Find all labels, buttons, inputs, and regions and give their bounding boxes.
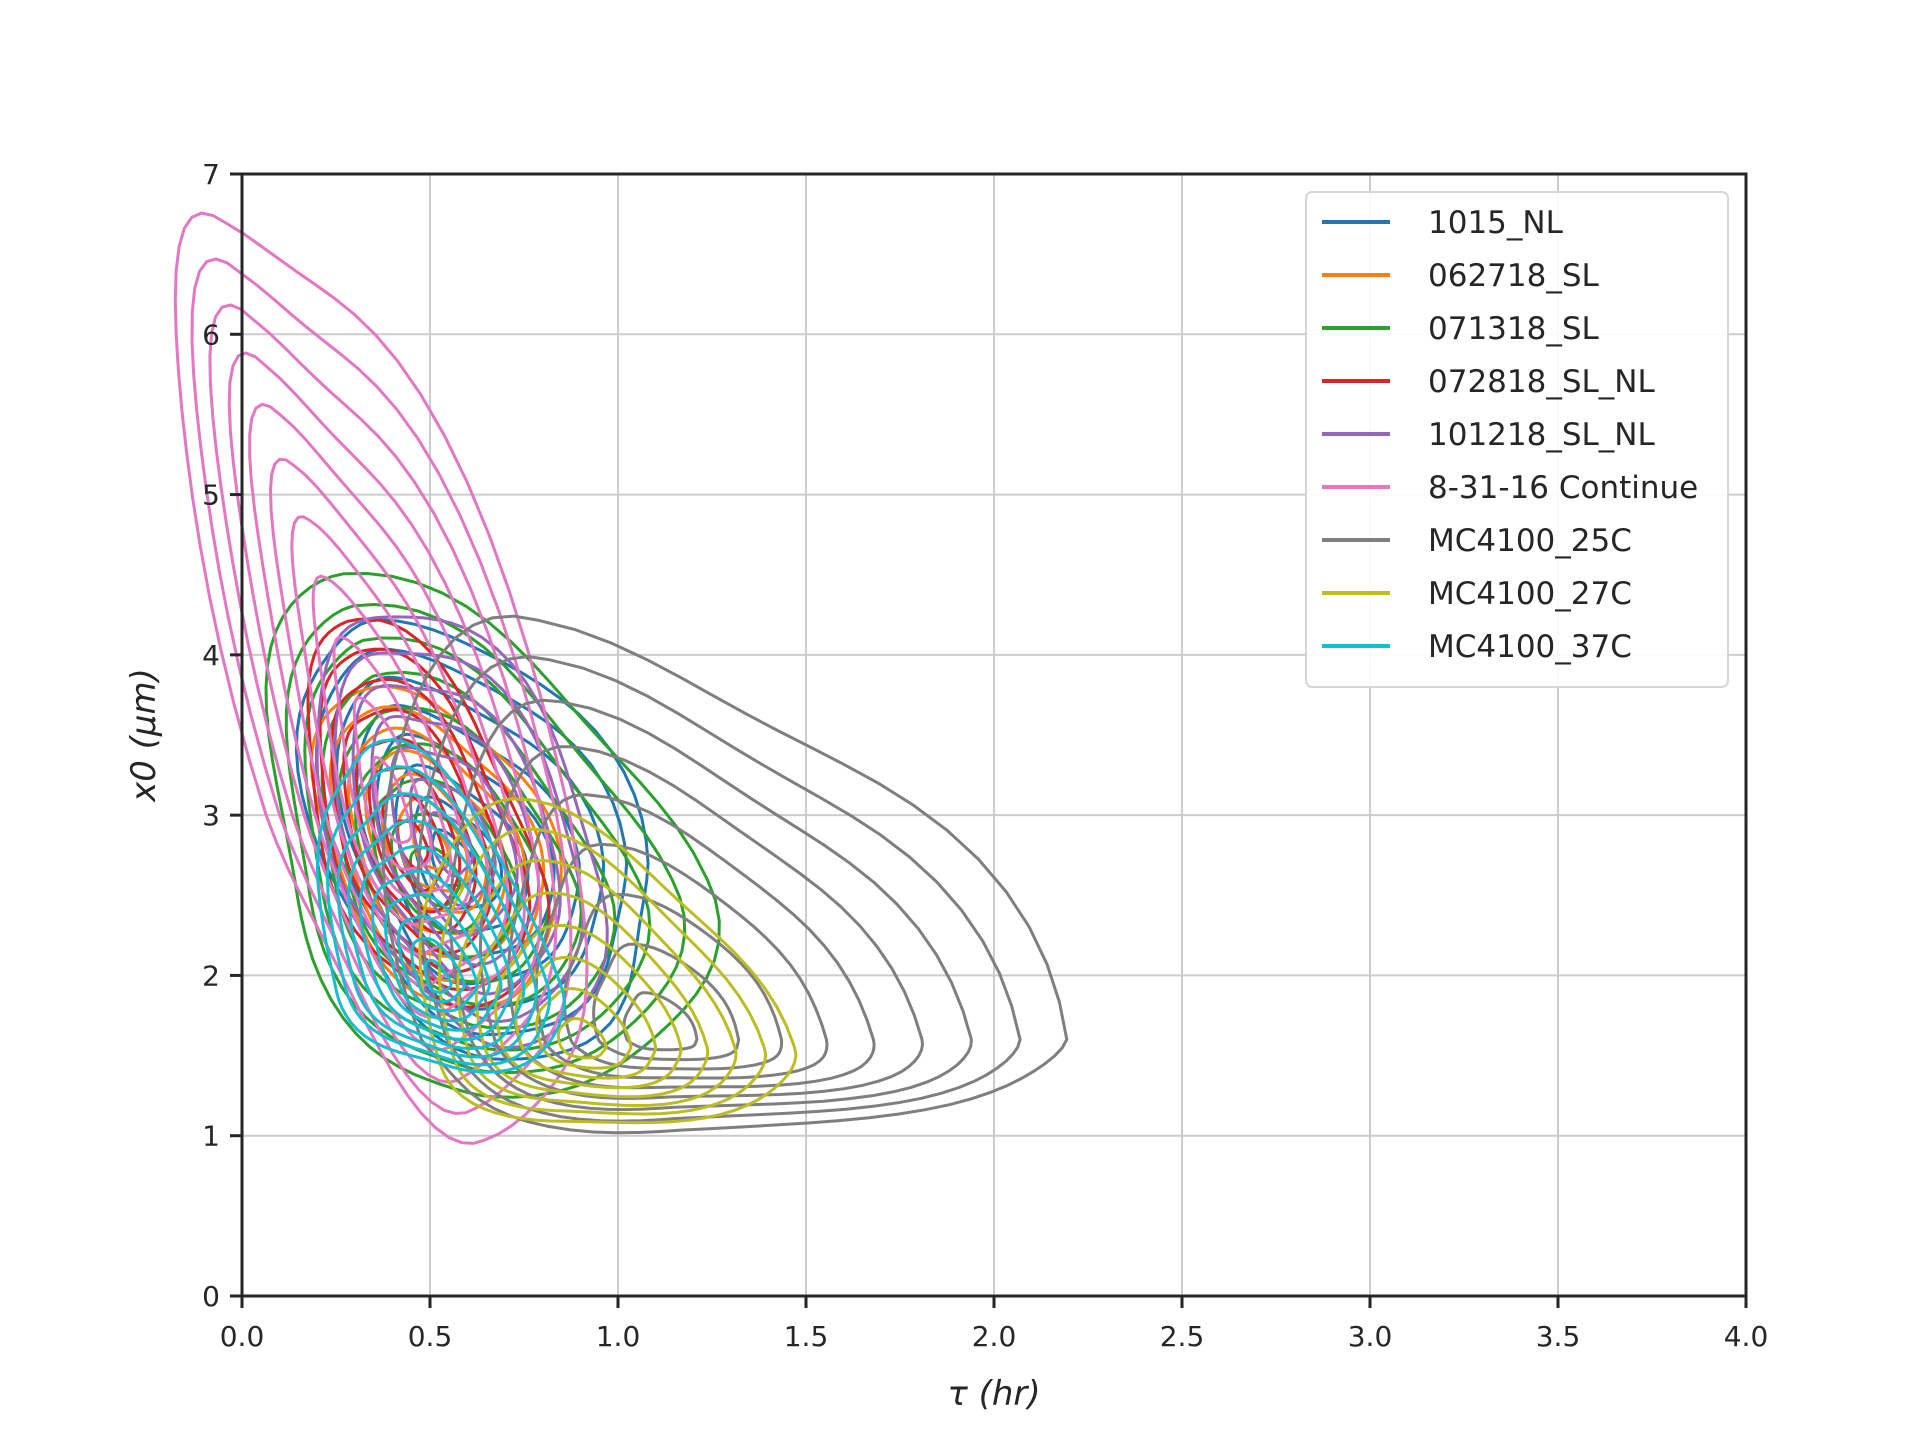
contour-level [347, 819, 526, 1051]
contour-level [514, 955, 658, 1080]
legend-label: 1015_NL [1428, 205, 1564, 241]
contour-level [352, 696, 433, 871]
contour-level [556, 1017, 608, 1060]
x-tick-label: 3.5 [1536, 1320, 1581, 1353]
x-tick-label: 0.5 [408, 1320, 453, 1353]
contour-level [325, 765, 552, 1067]
legend-label: 062718_SL [1428, 258, 1600, 294]
y-tick-label: 7 [202, 158, 220, 191]
y-axis-label: x0 (μm) [124, 668, 164, 803]
contour-level [358, 844, 514, 1041]
contour-level [423, 959, 453, 994]
x-tick-label: 2.5 [1160, 1320, 1205, 1353]
y-tick-label: 3 [202, 799, 220, 832]
contour-level [478, 745, 925, 1100]
x-tick-label: 2.0 [972, 1320, 1017, 1353]
contour-level [535, 987, 633, 1070]
x-tick-label: 3.0 [1348, 1320, 1393, 1353]
y-tick-label: 1 [202, 1120, 220, 1153]
contour-level [190, 257, 573, 1116]
x-tick-label: 4.0 [1724, 1320, 1769, 1353]
contour-level [303, 636, 652, 1052]
y-tick-label: 5 [202, 479, 220, 512]
legend-box [1305, 191, 1729, 688]
legend-label: 072818_SL_NL [1428, 364, 1655, 400]
contour-level [397, 915, 479, 1013]
contour-level [416, 654, 1022, 1123]
legend-label: MC4100_25C [1428, 523, 1632, 559]
contour-level [371, 869, 503, 1032]
contour-level [351, 683, 562, 996]
contour-series [173, 211, 1069, 1145]
legend-label: 101218_SL_NL [1428, 417, 1655, 453]
contour-level [437, 827, 768, 1116]
legend-label: MC4100_27C [1428, 576, 1632, 612]
series-MC4100_37C [315, 738, 566, 1074]
y-tick-label: 0 [202, 1280, 220, 1313]
legend-label: 8-31-16 Continue [1428, 470, 1698, 506]
contour-level [493, 923, 683, 1090]
contour-level [336, 792, 538, 1059]
contour-level [383, 892, 491, 1023]
y-tick-label: 6 [202, 318, 220, 351]
legend: 1015_NL 062718_SL 071318_SL 072818_SL_NL 101… [1305, 191, 1729, 688]
contour-level [332, 635, 453, 898]
x-tick-label: 1.0 [596, 1320, 641, 1353]
contour-level [208, 303, 558, 1084]
legend-label: MC4100_37C [1428, 629, 1632, 665]
x-axis-label: τ (hr) [947, 1374, 1040, 1414]
y-tick-label: 4 [202, 639, 220, 672]
x-tick-label: 1.5 [784, 1320, 829, 1353]
x-tick-label: 0.0 [220, 1320, 265, 1353]
y-tick-label: 2 [202, 959, 220, 992]
contour-level [372, 755, 414, 845]
legend-label: 071318_SL [1428, 311, 1600, 347]
series-MC4100_25C [381, 614, 1069, 1135]
contour-level [315, 738, 566, 1074]
contour-level [410, 936, 466, 1004]
contour-level [428, 811, 475, 878]
contour-level [227, 351, 543, 1052]
contour-level [342, 708, 495, 955]
series-8-31-16 Continue [173, 211, 589, 1145]
contour-level [381, 614, 1069, 1135]
axes: 0.0 0.5 1.0 1.5 2.0 2.5 3.0 3.5 4.0 0 1 2 3 4 5 6 7 [202, 158, 1768, 1353]
contour-level [248, 402, 527, 1019]
